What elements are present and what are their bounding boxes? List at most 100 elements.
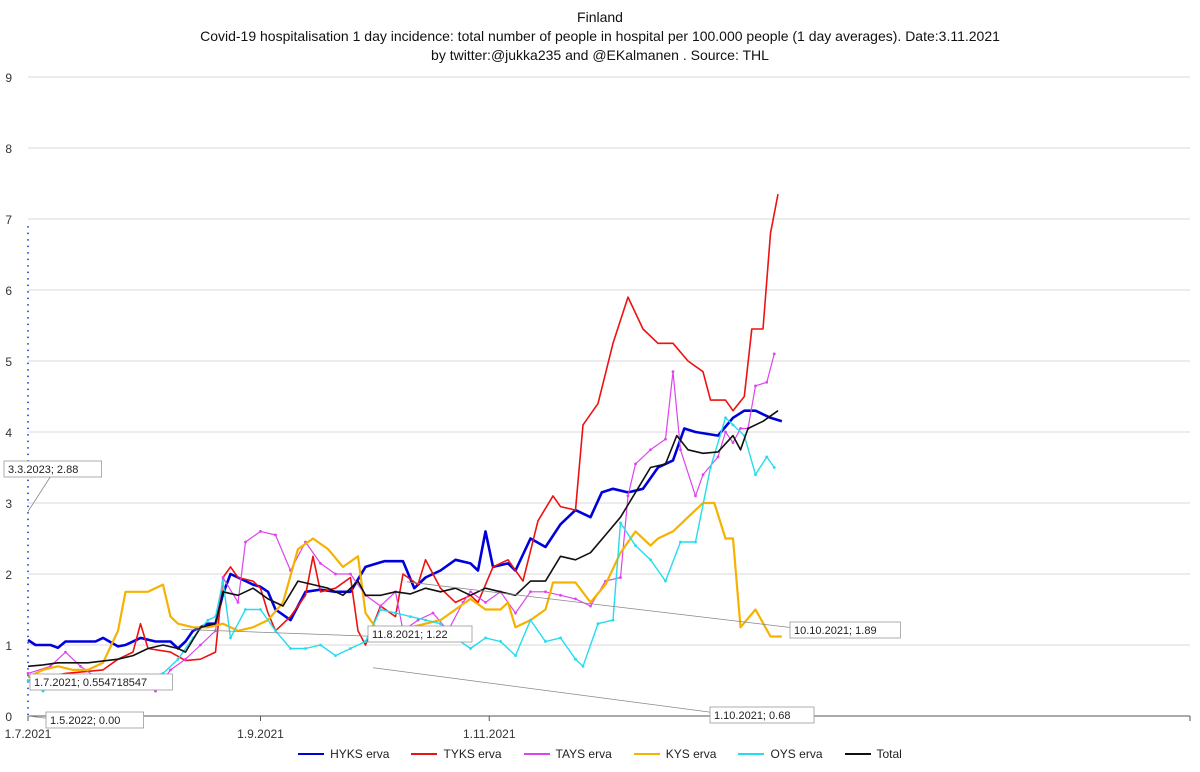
legend-swatch [523, 753, 550, 755]
legend-label: OYS erva [770, 747, 823, 761]
series-point [739, 427, 742, 430]
series-point [379, 604, 382, 608]
series-point [619, 576, 622, 579]
series-point [439, 622, 442, 626]
series-point [26, 672, 30, 675]
series-point [664, 437, 667, 441]
x-tick-label: 1.9.2021 [237, 727, 284, 741]
series-point [679, 540, 682, 544]
series-point [514, 654, 517, 658]
legend-label: TYKS erva [443, 747, 502, 761]
y-tick-label: 3 [5, 497, 12, 511]
legend-swatch [738, 753, 765, 755]
series-point [716, 455, 720, 459]
legend-swatch [298, 753, 325, 755]
series-point [514, 611, 517, 615]
legend-label: TAYS erva [555, 747, 612, 761]
y-tick-label: 2 [5, 568, 12, 582]
series-point [64, 650, 67, 654]
annotation-box [789, 621, 901, 639]
series-point [259, 608, 262, 611]
series-point [772, 466, 776, 469]
legend-label: HYKS erva [330, 747, 390, 761]
annotation-label: 1.7.2021; 0.554718547 [34, 677, 147, 689]
series-point [694, 494, 697, 498]
annotation-label: 10.10.2021; 1.89 [794, 625, 877, 637]
series-point [259, 530, 262, 533]
y-tick-label: 1 [5, 639, 12, 653]
series-point [649, 558, 652, 562]
legend-item: HYKS erva [298, 747, 389, 761]
series-point [469, 590, 472, 594]
annotation-box [45, 711, 144, 729]
legend-item: OYS erva [738, 747, 823, 761]
series-point [424, 618, 427, 622]
series-point [574, 597, 577, 601]
series-line-tyks-erva [27, 193, 779, 682]
series-point [499, 640, 502, 643]
series-point [529, 618, 532, 622]
series-point [319, 561, 322, 565]
annotation-leader [406, 581, 846, 635]
series-point [765, 455, 769, 459]
series-point [154, 689, 157, 693]
series-point [626, 494, 630, 498]
series-point [544, 640, 547, 643]
series-point [169, 668, 172, 672]
y-tick-label: 9 [5, 71, 12, 85]
series-point [364, 640, 367, 643]
series-point [349, 572, 352, 576]
annotation-label: 1.10.2021; 0.68 [714, 710, 790, 722]
series-point [176, 657, 180, 661]
series-line-kys-erva [27, 501, 782, 678]
series-point [694, 540, 697, 544]
annotation-label: 11.8.2021; 1.22 [372, 629, 448, 641]
series-point [529, 590, 532, 594]
series-point [701, 473, 705, 476]
series-point [206, 618, 210, 622]
legend-item: Total [844, 747, 902, 761]
series-point [664, 579, 667, 583]
series-point [731, 441, 735, 445]
series-point [634, 462, 637, 466]
annotation-box [3, 460, 102, 478]
series-line-oys-erva [27, 417, 775, 692]
legend-swatch [411, 753, 438, 755]
series-point [484, 601, 487, 604]
legend-item: TYKS erva [411, 747, 502, 761]
series-point [619, 521, 622, 525]
series-point [724, 430, 727, 434]
series-point [229, 636, 232, 640]
chart-credit: by twitter:@jukka235 and @EKalmanen . So… [431, 47, 769, 63]
series-line-total [27, 410, 779, 668]
series-point [304, 647, 307, 650]
series-point [199, 643, 202, 647]
legend-swatch [844, 753, 871, 755]
series-point [765, 380, 769, 384]
series-point [679, 448, 682, 452]
series-point [221, 579, 225, 583]
series-point [41, 689, 45, 693]
series-point [574, 657, 577, 661]
annotation-box [367, 625, 473, 643]
x-tick-label: 1.11.2021 [463, 727, 516, 741]
legend-item: TAYS erva [523, 747, 612, 761]
y-tick-label: 7 [5, 213, 12, 227]
series-point [79, 664, 82, 668]
annotation-box [709, 706, 815, 724]
series-point [319, 643, 322, 647]
y-tick-label: 5 [5, 355, 12, 369]
series-point [559, 636, 562, 640]
y-tick-label: 4 [5, 426, 12, 440]
series-point [671, 370, 675, 374]
legend-item: KYS erva [633, 747, 716, 761]
series-point [409, 615, 412, 618]
series-point [731, 423, 735, 427]
series-point [559, 593, 562, 597]
annotation-leader [372, 667, 763, 720]
series-line-hyks-erva [27, 409, 783, 650]
series-point [289, 647, 292, 650]
chart-title-block: Finland Covid-19 hospitalisation 1 day i… [0, 8, 1200, 65]
series-point [416, 618, 420, 622]
